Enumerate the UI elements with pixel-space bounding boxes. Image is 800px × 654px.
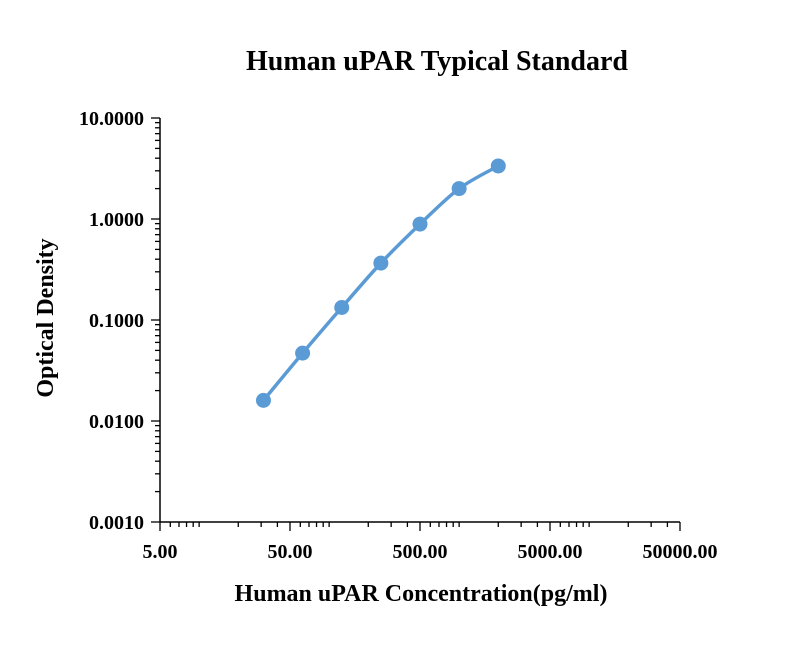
y-tick-label: 0.0100	[89, 411, 144, 433]
x-tick-label: 50.00	[268, 541, 313, 563]
data-point	[255, 392, 271, 408]
data-point	[295, 345, 311, 361]
plot-area	[255, 158, 506, 408]
y-tick-label: 1.0000	[89, 209, 144, 231]
data-point	[490, 158, 506, 174]
x-axis: 5.00 50.00 500.00 5000.00 50000.00	[143, 521, 718, 563]
y-axis-label: Optical Density	[33, 238, 59, 397]
data-point	[451, 181, 467, 197]
y-axis: 0.0010 0.0100 0.1000 1.0000 10.0000	[79, 108, 161, 534]
data-point	[412, 216, 428, 232]
y-tick-label: 0.0010	[89, 512, 144, 534]
data-point	[373, 255, 389, 271]
y-tick-label: 10.0000	[79, 108, 144, 130]
x-tick-label: 5000.00	[518, 541, 583, 563]
x-axis-label: Human uPAR Concentration(pg/ml)	[235, 581, 608, 607]
x-tick-label: 5.00	[143, 541, 178, 563]
series-line	[261, 164, 501, 403]
data-point	[334, 299, 350, 315]
y-tick-label: 0.1000	[89, 310, 144, 332]
x-tick-label: 500.00	[393, 541, 448, 563]
x-tick-label: 50000.00	[643, 541, 718, 563]
chart-title: Human uPAR Typical Standard	[246, 46, 628, 77]
